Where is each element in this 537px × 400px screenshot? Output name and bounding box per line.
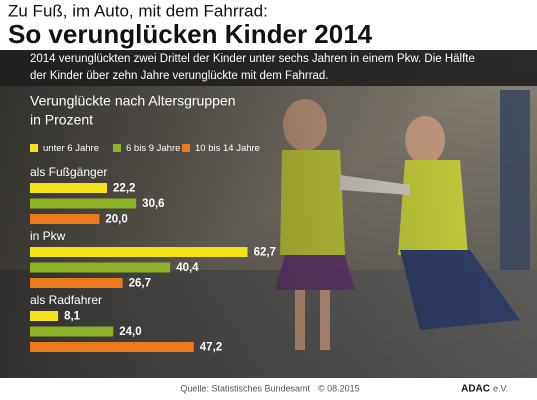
source: Quelle: Statistisches Bundesamt [180,383,310,393]
bar [30,198,137,209]
bar [30,311,59,321]
brand: ADAC [461,384,490,395]
chart-title: in Prozent [30,112,93,128]
bar [30,214,100,224]
headline: So verunglücken Kinder 2014 [8,19,373,49]
intro-line: der Kinder über zehn Jahre verunglückte … [30,70,329,82]
value-label: 22,2 [113,183,135,195]
bar [30,247,248,257]
category-label: in Pkw [30,229,66,243]
bar [30,326,114,337]
intro-band [0,50,537,86]
value-label: 40,4 [176,262,199,274]
bar [30,278,123,288]
bar [30,183,108,193]
brand-suffix: e.V. [493,383,508,393]
value-label: 26,7 [129,278,151,290]
legend-label: unter 6 Jahre [43,143,99,154]
legend-swatch [182,144,190,152]
intro-line: 2014 verunglückten zwei Drittel der Kind… [30,53,475,65]
value-label: 62,7 [254,247,276,259]
chart-title: Verunglückte nach Altersgruppen [30,93,235,109]
bar [30,262,171,273]
value-label: 20,0 [105,214,127,226]
value-label: 24,0 [119,326,141,338]
legend-label: 6 bis 9 Jahre [126,143,180,154]
category-label: als Radfahrer [30,293,102,307]
legend-label: 10 bis 14 Jahre [195,143,260,154]
value-label: 30,6 [142,198,164,210]
legend-swatch [113,144,121,152]
value-label: 47,2 [200,342,222,354]
kicker: Zu Fuß, im Auto, mit dem Fahrrad: [8,1,268,20]
bar [30,342,194,352]
category-label: als Fußgänger [30,165,107,179]
legend-swatch [30,144,38,152]
copyright: © 08.2015 [318,383,360,393]
footer-band [0,378,537,400]
value-label: 8,1 [64,311,81,323]
